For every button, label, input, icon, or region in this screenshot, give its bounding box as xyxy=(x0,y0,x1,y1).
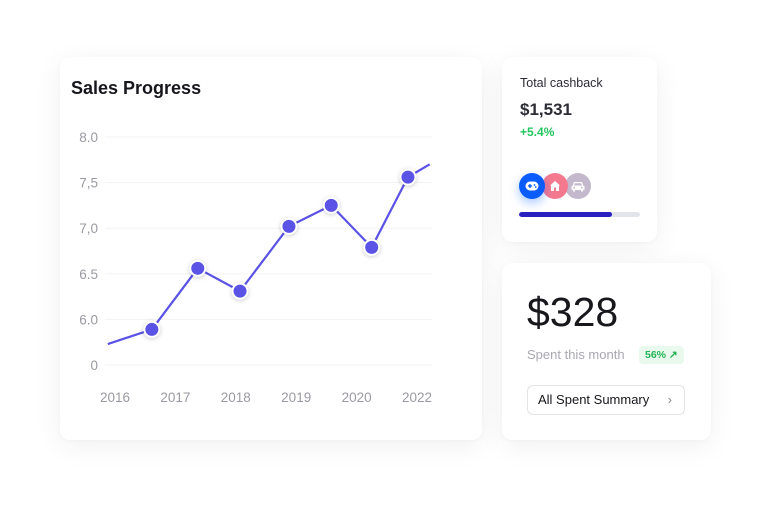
sales-line-chart: 0 6.0 6.5 7,0 7,5 8.0 2016 2017 2018 2019 2020 2022 xyxy=(79,130,432,405)
x-tick-label: 2020 xyxy=(342,390,372,405)
x-tick-label: 2016 xyxy=(100,390,130,405)
gamepad-icon xyxy=(519,173,545,199)
cashback-progress-bar xyxy=(519,212,640,217)
data-point xyxy=(143,320,161,338)
car-icon xyxy=(565,173,591,199)
y-tick-label: 0 xyxy=(90,358,98,373)
chevron-right-icon: › xyxy=(667,392,672,407)
cashback-progress-fill xyxy=(519,212,613,217)
x-tick-label: 2022 xyxy=(402,390,432,405)
category-icons xyxy=(519,173,619,200)
home-icon xyxy=(542,173,568,199)
y-tick-label: 7,5 xyxy=(79,176,98,191)
cashback-card: Total cashback $1,531 +5.4% xyxy=(502,57,657,242)
summary-button-label: All Spent Summary xyxy=(538,392,650,407)
chart-title: Sales Progress xyxy=(71,78,202,98)
data-point xyxy=(280,217,298,235)
data-point xyxy=(189,259,207,277)
spent-percent-badge: 56% ↗ xyxy=(639,346,684,364)
sales-progress-card: Sales Progress 0 6.0 6.5 7,0 7,5 8.0 2016 2017 2… xyxy=(60,57,482,440)
cashback-value: $1,531 xyxy=(520,100,572,119)
spent-card: $328 Spent this month 56% ↗ All Spent Su… xyxy=(502,263,711,440)
x-tick-label: 2017 xyxy=(160,390,190,405)
y-tick-label: 6.5 xyxy=(79,267,98,282)
series-line xyxy=(107,163,431,346)
spent-value: $328 xyxy=(527,289,619,335)
cashback-change: +5.4% xyxy=(520,125,555,139)
x-tick-label: 2018 xyxy=(221,390,251,405)
y-tick-label: 7,0 xyxy=(79,221,98,236)
data-point xyxy=(399,168,417,186)
x-tick-label: 2019 xyxy=(281,390,311,405)
spent-label: Spent this month xyxy=(527,347,625,362)
all-spent-summary-button[interactable]: All Spent Summary › xyxy=(527,385,685,415)
y-tick-label: 8.0 xyxy=(79,130,98,145)
data-point xyxy=(363,238,381,256)
y-tick-label: 6.0 xyxy=(79,312,98,327)
cashback-label: Total cashback xyxy=(520,76,603,90)
data-point xyxy=(231,282,249,300)
data-point xyxy=(322,196,340,214)
